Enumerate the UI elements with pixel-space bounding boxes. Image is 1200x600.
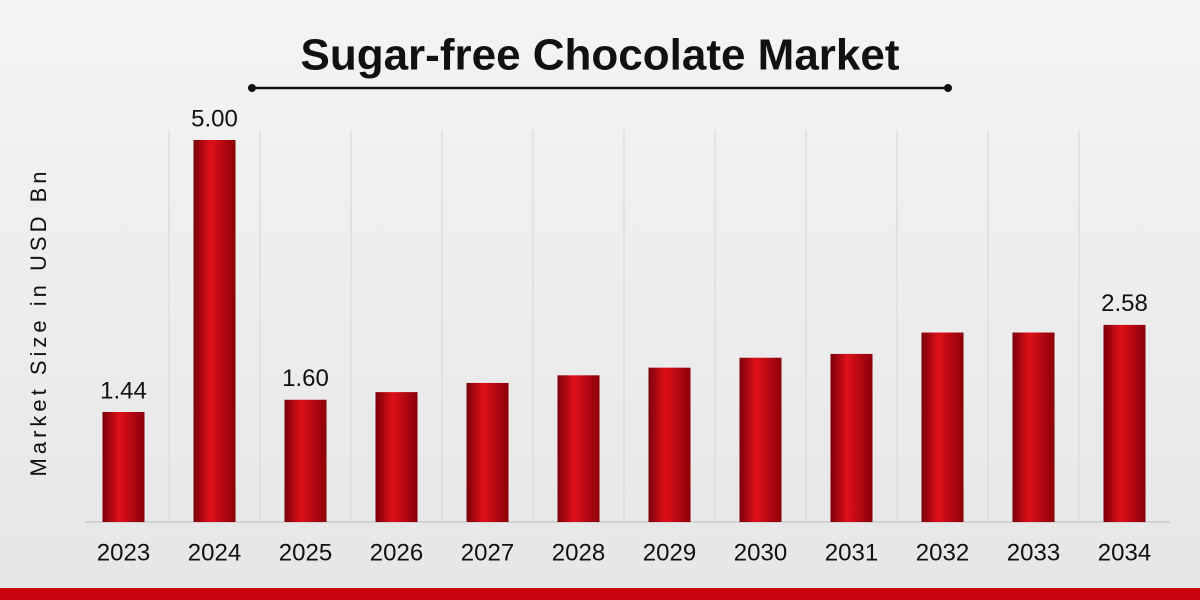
bar (466, 382, 509, 522)
x-tick-label: 2030 (734, 539, 787, 566)
x-tick-label: 2033 (1007, 539, 1060, 566)
bar (1012, 332, 1055, 522)
bar (1103, 324, 1146, 522)
x-tick-label: 2027 (461, 539, 514, 566)
bar (830, 353, 873, 522)
bottom-strip (0, 588, 1200, 600)
data-label: 5.00 (191, 105, 238, 132)
underline-dot (944, 84, 952, 92)
x-tick-label: 2032 (916, 539, 969, 566)
bar (648, 367, 691, 522)
x-tick-label: 2034 (1098, 539, 1151, 566)
x-tick-label: 2028 (552, 539, 605, 566)
data-label: 2.58 (1101, 290, 1148, 317)
bar (921, 332, 964, 522)
chart-title: Sugar-free Chocolate Market (300, 31, 899, 80)
data-label: 1.60 (282, 365, 329, 392)
bar (739, 357, 782, 522)
underline-dot (248, 84, 256, 92)
bar (102, 411, 145, 522)
x-tick-label: 2025 (279, 539, 332, 566)
y-axis-label: Market Size in USD Bn (26, 168, 51, 477)
data-label: 1.44 (100, 377, 147, 404)
bar (557, 375, 600, 522)
bar (375, 392, 418, 522)
x-tick-label: 2023 (97, 539, 150, 566)
x-tick-label: 2026 (370, 539, 423, 566)
x-tick-label: 2031 (825, 539, 878, 566)
x-tick-label: 2024 (188, 539, 241, 566)
x-tick-label: 2029 (643, 539, 696, 566)
bar (284, 399, 327, 522)
bar (193, 140, 236, 522)
